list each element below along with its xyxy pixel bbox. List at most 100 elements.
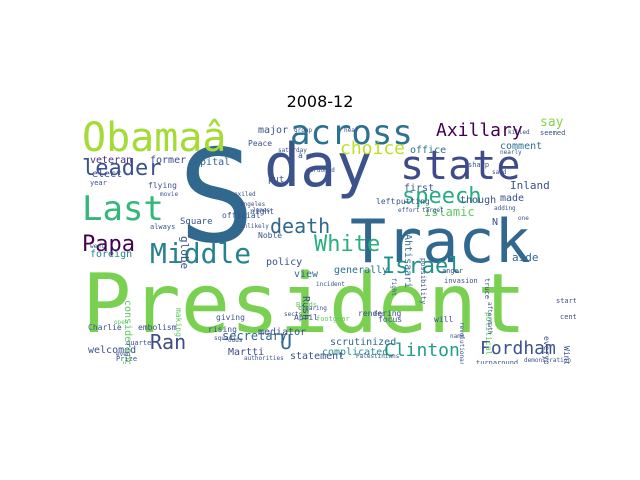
cloud-word: death bbox=[270, 214, 331, 238]
cloud-word: comment bbox=[500, 141, 543, 152]
cloud-word: state bbox=[400, 143, 521, 189]
cloud-word: Martti bbox=[228, 347, 265, 358]
cloud-word: Square bbox=[180, 217, 213, 227]
cloud-word: N bbox=[492, 217, 499, 228]
cloud-word: invasion bbox=[444, 277, 478, 285]
cloud-word: turnaround bbox=[476, 359, 519, 365]
cloud-word: aide bbox=[512, 251, 539, 264]
cloud-word: possibility bbox=[419, 258, 427, 305]
cloud-word: à bbox=[298, 151, 303, 160]
cloud-word: adding bbox=[494, 205, 516, 212]
cloud-word: former bbox=[150, 155, 187, 166]
cloud-word: U bbox=[280, 330, 293, 354]
cloud-word: giving bbox=[216, 313, 245, 322]
cloud-word: aftermath bbox=[486, 302, 493, 335]
cloud-word: said bbox=[492, 169, 507, 176]
cloud-word: seemed bbox=[540, 129, 566, 137]
cloud-word: veteran bbox=[90, 155, 133, 166]
cloud-word: rising bbox=[208, 325, 237, 334]
cloud-word: across bbox=[290, 116, 413, 153]
cloud-word: always bbox=[150, 223, 176, 231]
cloud-word: Prize bbox=[116, 355, 138, 363]
cloud-word: first bbox=[404, 183, 435, 194]
cloud-word: elect bbox=[92, 169, 123, 180]
cloud-word: S bbox=[178, 123, 256, 272]
cloud-word: statement bbox=[290, 351, 345, 362]
cloud-word: night bbox=[250, 207, 275, 216]
cloud-word: rendering bbox=[358, 309, 402, 318]
cloud-word: scrutinized bbox=[330, 337, 397, 348]
cloud-word: capital bbox=[188, 157, 231, 168]
cloud-word: though bbox=[460, 195, 497, 206]
cloud-word: squad bbox=[214, 335, 233, 342]
cloud-word: Palestinians bbox=[356, 353, 400, 360]
cloud-word: Peace bbox=[248, 139, 273, 148]
cloud-word: put bbox=[268, 175, 285, 185]
cloud-word: Obamaâ bbox=[82, 116, 227, 161]
cloud-word: focus bbox=[378, 315, 403, 324]
cloud-word: authorities bbox=[244, 355, 284, 362]
cloud-word: unlikely bbox=[240, 223, 269, 230]
cloud-word: Track bbox=[350, 207, 531, 277]
cloud-word: leader bbox=[82, 156, 162, 181]
cloud-word: Clinton bbox=[384, 340, 460, 361]
cloud-word: went bbox=[90, 243, 105, 250]
cloud-word: welcomed bbox=[88, 345, 137, 356]
cloud-word: exiled bbox=[234, 191, 256, 198]
figure-title: 2008-12 bbox=[286, 92, 354, 111]
cloud-word: office bbox=[410, 145, 447, 156]
cloud-word: Israel bbox=[382, 254, 462, 279]
cloud-word: complicated bbox=[322, 347, 389, 358]
cloud-word: President bbox=[82, 257, 527, 352]
cloud-word: one bbox=[518, 215, 529, 222]
cloud-word: name bbox=[450, 333, 465, 340]
cloud-word: Inland bbox=[510, 179, 550, 192]
cloud-word: sects bbox=[284, 311, 303, 318]
cloud-word: sharp bbox=[468, 161, 490, 169]
cloud-word: White bbox=[314, 232, 381, 257]
cloud-word: anger bbox=[442, 267, 464, 275]
cloud-word: century bbox=[560, 313, 576, 321]
cloud-word: globe bbox=[178, 236, 191, 270]
cloud-word: say bbox=[540, 116, 564, 130]
cloud-word: made bbox=[500, 193, 525, 204]
cloud-word: revolutionary bbox=[458, 322, 465, 364]
cloud-word: official bbox=[222, 211, 261, 220]
cloud-word: embolism bbox=[138, 323, 177, 332]
cloud-word: putting bbox=[396, 197, 430, 206]
cloud-word: Last bbox=[82, 189, 164, 229]
cloud-word: policy bbox=[266, 257, 303, 268]
cloud-word: Noble bbox=[258, 231, 283, 240]
cloud-word: secretary bbox=[222, 329, 288, 343]
cloud-word: even bbox=[116, 351, 131, 358]
cloud-word: Islamic bbox=[424, 205, 475, 219]
cloud-word: foreign bbox=[90, 249, 133, 260]
cloud-word: hear bbox=[344, 127, 359, 134]
cloud-word: major bbox=[258, 125, 289, 136]
cloud-word: choice bbox=[340, 138, 406, 159]
cloud-word: group bbox=[294, 127, 313, 134]
cloud-word: flying bbox=[148, 181, 177, 190]
cloud-word: Ahtisaari bbox=[402, 234, 413, 289]
cloud-word: odds bbox=[228, 337, 243, 344]
cloud-word: open bbox=[114, 319, 129, 326]
cloud-word: Angeles bbox=[240, 201, 266, 208]
cloud-word: speech bbox=[402, 184, 482, 209]
cloud-word: effort bbox=[398, 207, 420, 214]
cloud-word: clearing bbox=[298, 305, 327, 312]
cloud-word: Fro bbox=[374, 311, 385, 318]
cloud-word: Fordham bbox=[480, 338, 556, 359]
cloud-word: truce bbox=[483, 278, 491, 300]
cloud-word: will bbox=[434, 315, 454, 324]
cloud-word: fight bbox=[390, 278, 397, 297]
cloud-word: footgear bbox=[316, 315, 350, 323]
cloud-word: generally bbox=[334, 265, 389, 276]
cloud-word: year bbox=[90, 179, 107, 187]
cloud-word: pardoned bbox=[306, 167, 335, 174]
cloud-word: incident bbox=[316, 281, 345, 288]
cloud-word: Axillary bbox=[436, 120, 523, 141]
cloud-word: nearly bbox=[500, 149, 522, 156]
cloud-word: demonstration bbox=[524, 357, 571, 364]
